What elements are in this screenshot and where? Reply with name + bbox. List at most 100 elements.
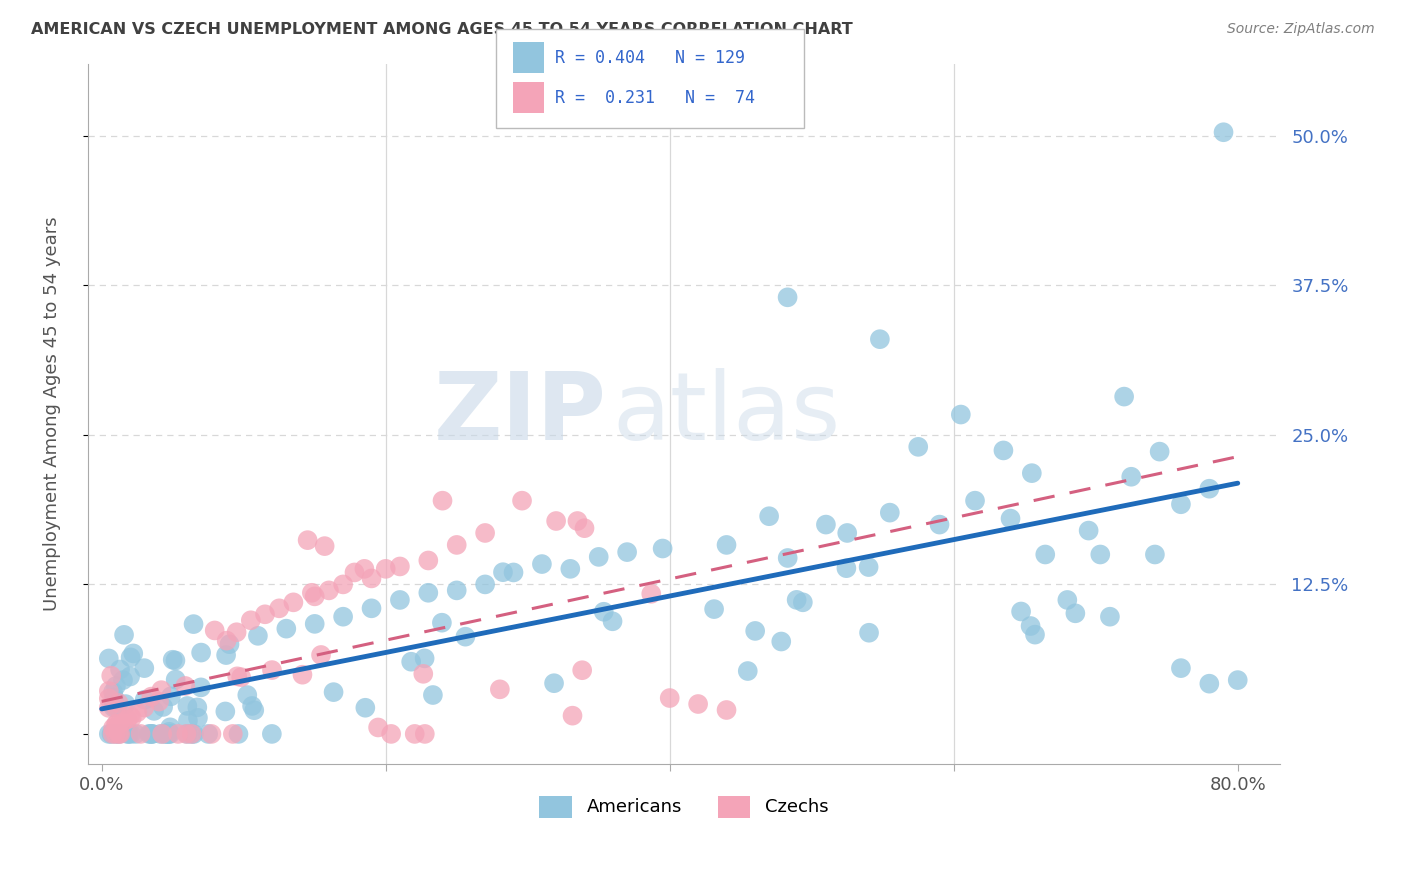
Point (155, 727, 177, 741)
Point (226, 669, 249, 683)
Point (1212, 125, 1234, 139)
Text: atlas: atlas (613, 368, 841, 460)
Point (141, 727, 163, 741)
Point (1170, 661, 1192, 675)
Point (432, 493, 454, 508)
Point (993, 443, 1015, 458)
Point (1143, 548, 1166, 562)
Point (318, 583, 340, 598)
Point (770, 634, 793, 648)
Point (454, 630, 477, 644)
Point (111, 673, 134, 687)
Point (183, 727, 205, 741)
Point (1056, 593, 1078, 607)
Point (510, 493, 533, 508)
Point (162, 653, 184, 667)
Point (104, 727, 127, 741)
Point (858, 560, 880, 574)
Point (150, 683, 173, 698)
Point (354, 700, 377, 714)
Point (120, 709, 142, 723)
Point (367, 721, 389, 735)
Point (186, 700, 208, 714)
Point (107, 696, 129, 710)
Point (150, 727, 173, 741)
Point (1033, 548, 1056, 562)
Point (567, 514, 589, 528)
Point (837, 525, 859, 540)
Point (332, 577, 354, 591)
Point (309, 648, 332, 662)
Point (418, 553, 440, 567)
Point (103, 698, 125, 713)
Point (1198, 482, 1220, 496)
Point (215, 633, 238, 648)
Point (129, 727, 152, 741)
Point (149, 727, 172, 741)
Point (1021, 466, 1043, 480)
Point (574, 521, 596, 535)
Point (108, 727, 131, 741)
Point (200, 727, 222, 741)
Point (322, 685, 344, 699)
Point (218, 637, 240, 651)
Point (276, 622, 298, 636)
Point (148, 695, 170, 709)
Point (101, 721, 124, 735)
Point (446, 538, 468, 552)
Point (792, 595, 814, 609)
Point (121, 711, 143, 725)
Point (758, 509, 780, 524)
Point (658, 691, 681, 706)
Point (176, 698, 198, 713)
Point (269, 601, 291, 615)
Point (157, 727, 180, 741)
Point (1019, 619, 1042, 633)
Point (138, 727, 160, 741)
Point (1121, 469, 1143, 483)
Point (228, 727, 250, 741)
Point (776, 290, 799, 304)
Point (225, 625, 247, 640)
Point (1024, 627, 1046, 641)
Point (117, 727, 139, 741)
Point (546, 514, 568, 528)
Point (907, 440, 929, 454)
Point (360, 601, 382, 615)
Point (928, 517, 950, 532)
Point (353, 562, 375, 576)
Point (949, 408, 972, 422)
Point (291, 667, 314, 681)
Point (858, 625, 880, 640)
Point (1000, 511, 1022, 525)
Point (100, 669, 122, 683)
Point (343, 566, 366, 580)
Point (197, 727, 219, 741)
Point (404, 727, 426, 741)
Point (157, 727, 180, 741)
Point (1010, 605, 1032, 619)
Point (122, 647, 145, 661)
Point (492, 565, 515, 579)
Point (152, 700, 174, 714)
Point (97, 727, 120, 741)
Point (141, 727, 163, 741)
Point (117, 713, 139, 727)
Point (1198, 676, 1220, 690)
Point (165, 653, 187, 667)
Point (243, 703, 266, 717)
Point (180, 727, 202, 741)
Point (412, 666, 434, 681)
Point (97, 691, 120, 706)
Legend: Americans, Czechs: Americans, Czechs (533, 789, 835, 825)
Text: ZIP: ZIP (433, 368, 606, 460)
Point (422, 688, 444, 702)
Point (139, 727, 162, 741)
Point (413, 727, 436, 741)
Point (716, 538, 738, 552)
Point (640, 587, 662, 601)
Text: R =  0.231   N =  74: R = 0.231 N = 74 (555, 88, 755, 107)
Point (157, 724, 180, 739)
Point (418, 586, 440, 600)
Point (214, 705, 236, 719)
